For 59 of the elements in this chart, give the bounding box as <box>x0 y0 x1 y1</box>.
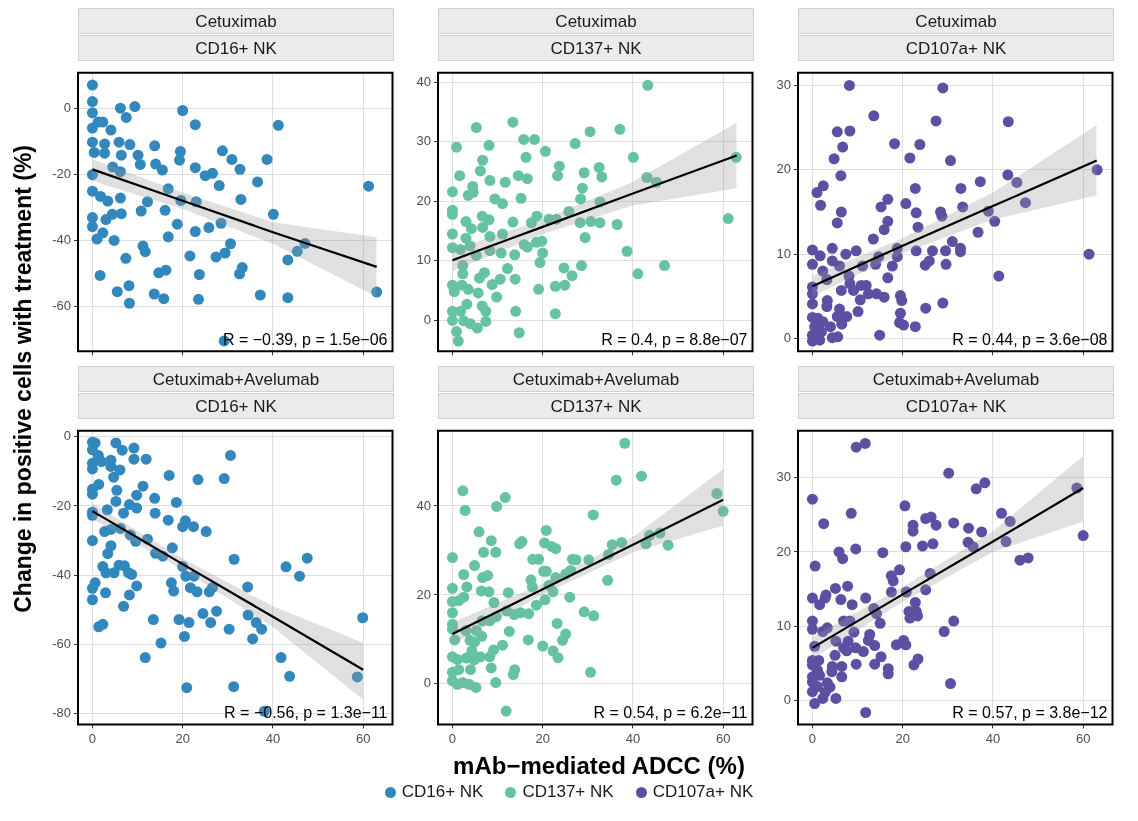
x-tick-label: 20 <box>175 730 190 746</box>
x-tick-label: 0 <box>808 730 817 746</box>
legend-label: CD137+ NK <box>522 782 614 802</box>
y-tick-label: -40 <box>52 566 71 582</box>
y-tick-label: 0 <box>423 675 431 691</box>
y-tick-label: 20 <box>416 192 431 208</box>
y-tick-label: 20 <box>776 161 791 177</box>
chart-title: Cetuximab+Avelumab <box>78 366 394 392</box>
chart-title: Cetuximab <box>798 8 1114 34</box>
y-tick-label: -60 <box>52 636 71 651</box>
chart-subtitle: CD137+ NK <box>438 35 754 61</box>
chart-title: Cetuximab <box>78 8 394 34</box>
x-tick-label: 40 <box>625 730 641 746</box>
y-tick-label: 40 <box>416 497 431 513</box>
x-tick-label: 60 <box>355 730 371 746</box>
x-tick-label: 0 <box>448 730 457 746</box>
annotation: R = 0.4, p = 8.8e−07 <box>601 330 748 348</box>
y-tick-label: 0 <box>783 330 791 346</box>
x-tick-label: 60 <box>715 730 731 746</box>
y-tick-label: -40 <box>52 232 71 248</box>
y-tick-label: 0 <box>783 692 791 708</box>
y-axis-title: Change in positive cells with treatment (%) <box>9 145 37 613</box>
x-tick-label: 40 <box>985 730 1001 746</box>
legend-label: CD107a+ NK <box>652 782 754 802</box>
x-axis-title: mAb−mediated ADCC (%) <box>452 752 746 780</box>
chart-title: Cetuximab+Avelumab <box>438 366 754 392</box>
x-tick-label: 20 <box>895 730 910 746</box>
annotation: R = 0.54, p = 6.2e−11 <box>593 703 748 721</box>
y-tick-label: 20 <box>416 586 431 602</box>
x-tick-label: 20 <box>535 730 550 746</box>
y-tick-label: -20 <box>52 165 71 181</box>
x-tick-label: 60 <box>1075 730 1091 746</box>
y-tick-label: 0 <box>63 428 71 444</box>
chart-subtitle: CD137+ NK <box>438 393 754 419</box>
chart-title: Cetuximab+Avelumab <box>798 366 1114 392</box>
chart-subtitle: CD107a+ NK <box>798 35 1114 61</box>
annotation: R = 0.44, p = 3.6e−08 <box>952 330 1108 348</box>
y-tick-label: 20 <box>776 543 791 559</box>
x-tick-label: 0 <box>88 730 97 746</box>
y-tick-label: 10 <box>416 252 431 268</box>
y-tick-label: 0 <box>63 99 71 115</box>
chart-subtitle: CD16+ NK <box>78 393 394 419</box>
legend-label: CD16+ NK <box>401 782 484 802</box>
y-tick-label: 30 <box>776 77 791 93</box>
y-tick-label: -60 <box>52 298 71 314</box>
y-tick-label: 30 <box>776 469 791 485</box>
chart-title: Cetuximab <box>438 8 754 34</box>
y-tick-label: 40 <box>416 73 431 89</box>
chart-subtitle: CD107a+ NK <box>798 393 1114 419</box>
y-tick-label: 30 <box>416 133 431 149</box>
x-tick-label: 40 <box>265 730 281 746</box>
y-tick-label: 0 <box>423 311 431 327</box>
chart-subtitle: CD16+ NK <box>78 35 394 61</box>
y-tick-label: 10 <box>776 245 791 261</box>
y-tick-label: 10 <box>776 617 791 633</box>
y-tick-label: -20 <box>52 497 71 513</box>
y-tick-label: -80 <box>52 705 71 721</box>
annotation: R = −0.39, p = 1.5e−06 <box>222 330 388 348</box>
annotation: R = 0.57, p = 3.8e−12 <box>952 703 1108 721</box>
